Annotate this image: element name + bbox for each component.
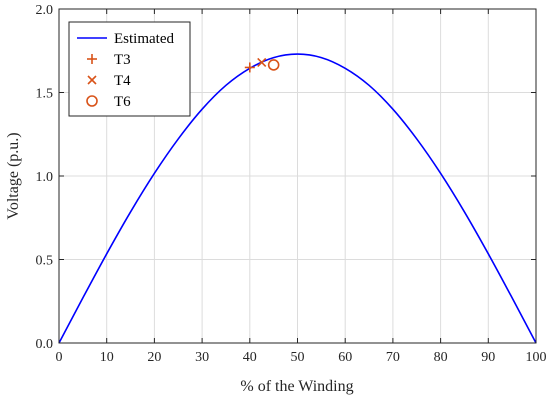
legend-swatch-t3 (87, 54, 97, 64)
series-marker-t3 (244, 62, 255, 73)
x-tick-label: 80 (434, 350, 448, 365)
grid (59, 9, 536, 343)
y-axis-label: Voltage (p.u.) (5, 132, 22, 219)
legend-label-estimated: Estimated (114, 31, 174, 47)
legend-swatch-t6 (86, 95, 98, 107)
x-tick-label: 90 (481, 350, 495, 365)
x-tick-label: 10 (100, 350, 114, 365)
x-tick-label: 0 (56, 350, 63, 365)
y-tick-label: 2.0 (36, 3, 54, 18)
series-line-estimated (58, 53, 537, 344)
legend-swatch-t4 (87, 75, 97, 85)
y-tick-label: 0.5 (36, 254, 54, 269)
axes: 0 10 20 30 40 50 60 70 80 90 100 0.0 0.5 1.0 1.5 2.0 (36, 3, 547, 365)
x-tick-label: 100 (526, 350, 547, 365)
x-axis-label: % of the Winding (240, 378, 353, 395)
legend-box (68, 21, 191, 117)
series-marker-t4 (257, 57, 267, 68)
legend-label-t6: T6 (114, 94, 131, 110)
x-tick-label: 70 (386, 350, 400, 365)
y-tick-label: 1.0 (36, 170, 54, 185)
x-tick-label: 30 (195, 350, 209, 365)
legend-label-t4: T4 (114, 73, 131, 89)
legend-label-t3: T3 (114, 52, 131, 68)
series-marker-t6 (267, 59, 280, 71)
x-tick-label: 20 (147, 350, 161, 365)
series-layer (58, 53, 537, 344)
x-tick-label: 60 (338, 350, 352, 365)
x-tick-label: 40 (243, 350, 257, 365)
legend: Estimated T3 T4 T6 (68, 21, 191, 117)
y-tick-label: 1.5 (36, 87, 54, 102)
x-tick-label: 50 (291, 350, 305, 365)
y-tick-label: 0.0 (36, 337, 54, 352)
